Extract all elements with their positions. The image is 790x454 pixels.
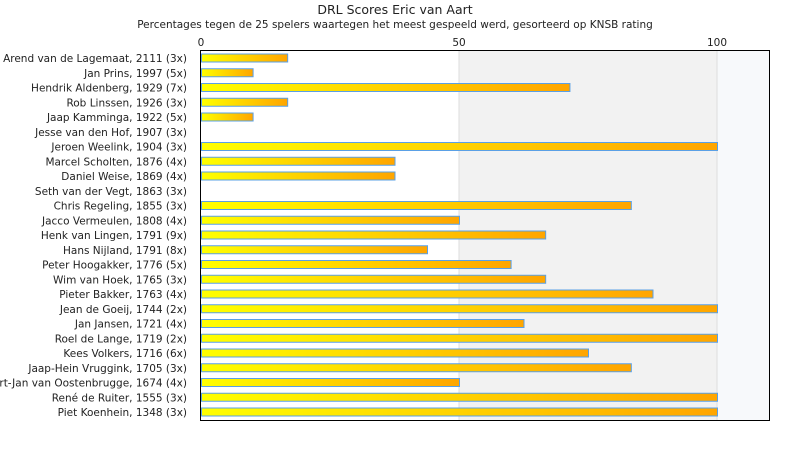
bar <box>201 230 547 240</box>
category-label: Jan Prins, 1997 (5x) <box>83 68 187 80</box>
bar <box>201 407 718 417</box>
category-label: Peter Hoogakker, 1776 (5x) <box>42 260 187 272</box>
category-label: Wim van Hoek, 1765 (3x) <box>53 274 187 286</box>
bar <box>201 215 460 225</box>
category-label: Rob Linssen, 1926 (3x) <box>66 97 187 109</box>
x-tick-label: 0 <box>198 37 205 49</box>
bar <box>201 348 589 358</box>
plot-frame <box>200 50 770 421</box>
chart-title: DRL Scores Eric van Aart <box>317 2 472 17</box>
category-label: Hans Nijland, 1791 (8x) <box>63 245 187 257</box>
category-label: Roel de Lange, 1719 (2x) <box>55 333 187 345</box>
bar <box>201 378 460 387</box>
x-tick-label: 50 <box>452 37 465 49</box>
category-label: Henk van Lingen, 1791 (9x) <box>41 230 187 242</box>
category-label: Jeroen Weelink, 1904 (3x) <box>50 142 187 154</box>
bar <box>201 83 571 92</box>
category-label: Daniel Weise, 1869 (4x) <box>61 171 187 183</box>
category-label: Jan Jansen, 1721 (4x) <box>74 319 187 331</box>
category-label: Jaap Kamminga, 1922 (5x) <box>46 112 187 124</box>
category-label: Gert-Jan van Oostenbrugge, 1674 (4x) <box>0 378 187 390</box>
category-label: Kees Volkers, 1716 (6x) <box>63 348 187 360</box>
category-label: Hendrik Aldenberg, 1929 (7x) <box>31 83 187 95</box>
bar <box>201 304 718 314</box>
category-label: Marcel Scholten, 1876 (4x) <box>45 156 187 168</box>
bar <box>201 53 289 63</box>
bar <box>201 201 632 210</box>
category-label: Piet Koenhein, 1348 (3x) <box>58 407 187 419</box>
bar <box>201 289 654 299</box>
bar <box>201 112 254 122</box>
bar <box>201 156 396 166</box>
category-label: Seth van der Vegt, 1863 (3x) <box>35 186 187 198</box>
bar <box>201 333 718 343</box>
bar <box>201 68 254 78</box>
bar <box>201 392 718 402</box>
bar <box>201 171 396 181</box>
category-label: Jacco Vermeulen, 1808 (4x) <box>41 215 187 227</box>
category-label: Chris Regeling, 1855 (3x) <box>54 201 187 213</box>
category-label: Arend van de Lagemaat, 2111 (3x) <box>3 53 187 65</box>
category-label: Pieter Bakker, 1763 (4x) <box>59 289 187 301</box>
category-label: René de Ruiter, 1555 (3x) <box>52 392 187 404</box>
chart-subtitle: Percentages tegen de 25 spelers waartege… <box>137 19 653 31</box>
bar <box>201 142 718 151</box>
bar <box>201 363 632 373</box>
bar <box>201 260 512 269</box>
bar <box>201 245 429 255</box>
band-high <box>717 50 770 420</box>
category-label: Jesse van den Hof, 1907 (3x) <box>34 127 187 139</box>
category-label: Jaap-Hein Vruggink, 1705 (3x) <box>27 363 187 375</box>
category-label: Jean de Goeij, 1744 (2x) <box>59 304 187 316</box>
bar <box>201 319 525 328</box>
bar <box>201 274 547 284</box>
x-tick-label: 100 <box>707 37 727 49</box>
bar <box>201 97 289 107</box>
